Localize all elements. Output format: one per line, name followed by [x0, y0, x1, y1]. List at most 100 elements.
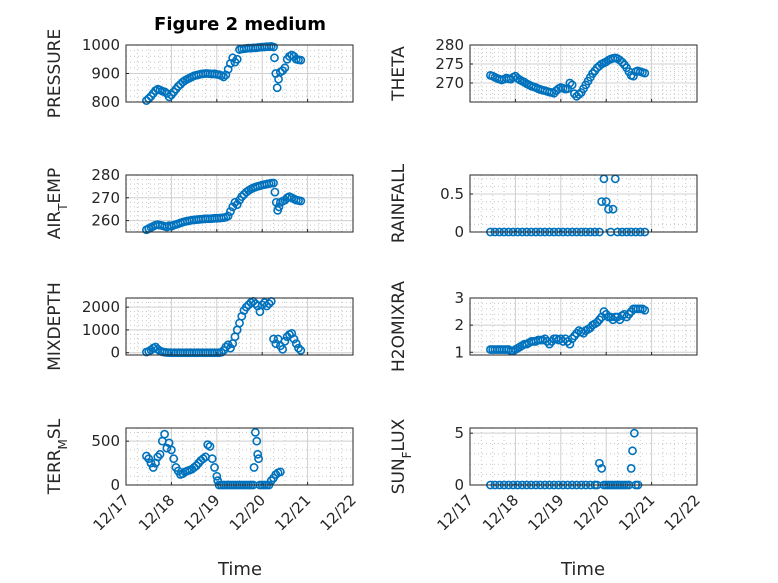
panel-pressure-axes-box	[125, 44, 354, 103]
data-point	[169, 454, 179, 464]
data-point	[221, 342, 231, 352]
y-tick-label: 0	[110, 344, 120, 362]
data-point	[160, 87, 169, 97]
data-point	[565, 339, 575, 349]
x-tick-label: 12/20	[226, 491, 269, 534]
panel-rainfall-axes-box	[469, 174, 698, 233]
data-point	[629, 428, 639, 438]
data-point	[262, 301, 272, 311]
y-tick-label: 0	[454, 476, 464, 494]
data-point	[144, 454, 154, 464]
panel-mixdepth: 0 1000 2000 MIXDEPTH	[45, 282, 354, 371]
data-point	[216, 347, 226, 357]
data-point	[230, 197, 240, 207]
y-tick-label: 1000	[82, 321, 120, 339]
x-axis-label-right: Time	[560, 559, 605, 580]
panel-h2omixra-y-label: H2OMIXRA	[389, 281, 409, 372]
data-point	[269, 42, 278, 52]
data-point	[269, 334, 278, 344]
panel-air-temp: 260 270 280 AIRTEMP	[45, 166, 354, 239]
x-tick-label: 12/19	[524, 491, 567, 534]
data-point	[574, 90, 584, 99]
panel-terr-msl: 0 500 TERRMSL 12/17 12/18 12/19 12/20 12/21 12/2…	[45, 418, 360, 534]
data-point	[601, 197, 611, 206]
data-point	[189, 463, 199, 472]
data-point	[280, 63, 290, 73]
x-tick-label: 12/18	[135, 491, 178, 534]
panel-air-temp-y-label: AIRTEMP	[45, 168, 70, 239]
x-tick-label: 12/17	[434, 491, 477, 534]
x-tick-label: 12/20	[570, 491, 613, 534]
panel-pressure-y-label: PRESSURE	[45, 29, 65, 118]
data-point	[241, 302, 251, 312]
panel-h2omixra: 1 2 3 H2OMIXRA	[389, 281, 698, 372]
data-point	[250, 427, 260, 437]
panel-sun-flux-axes-box	[469, 427, 698, 486]
data-point	[212, 471, 222, 481]
data-point	[626, 464, 636, 473]
y-tick-label: 2000	[82, 298, 120, 316]
data-point	[249, 463, 259, 472]
data-point	[228, 53, 238, 63]
data-point	[604, 204, 613, 214]
data-point	[289, 334, 299, 344]
data-point	[223, 211, 233, 221]
y-tick-label: 800	[91, 93, 120, 111]
panel-rainfall-y-label: RAINFALL	[389, 163, 409, 243]
panel-theta-axes-box	[469, 44, 698, 103]
data-point	[608, 204, 618, 214]
data-point	[280, 336, 290, 346]
y-tick-label: 280	[435, 36, 464, 54]
panel-air-temp-axes-box	[125, 174, 354, 233]
data-point	[296, 346, 306, 355]
data-point	[269, 178, 278, 188]
y-tick-label: 270	[435, 74, 464, 92]
data-point	[166, 445, 176, 455]
data-point	[254, 454, 263, 464]
data-point	[178, 469, 188, 478]
y-tick-label: 500	[91, 432, 120, 450]
y-tick-label: 2	[454, 316, 464, 334]
data-point	[146, 458, 156, 468]
x-tick-label: 12/21	[271, 491, 314, 534]
data-point	[219, 72, 229, 82]
data-point	[198, 454, 208, 464]
y-tick-label: 280	[91, 166, 120, 184]
data-point	[291, 339, 301, 348]
data-point	[228, 202, 238, 212]
data-point	[640, 305, 650, 315]
data-point	[628, 446, 637, 456]
data-point	[253, 449, 263, 459]
data-point	[272, 83, 282, 93]
panel-terr-msl-y-label: TERRMSL	[45, 418, 70, 495]
data-point	[270, 53, 279, 63]
panel-sun-flux: 0 5 SUNFLUX 12/17 12/18 12/19 12/20 12/21 12/22	[389, 418, 704, 534]
y-tick-label: 260	[91, 212, 120, 230]
data-point	[148, 463, 158, 472]
panel-mixdepth-y-label: MIXDEPTH	[45, 282, 65, 371]
x-tick-label: 12/22	[317, 491, 360, 534]
y-tick-label: 900	[91, 65, 120, 83]
data-point	[629, 71, 638, 81]
x-tick-label: 12/17	[90, 491, 133, 534]
x-tick-label: 12/18	[479, 491, 522, 534]
data-point	[160, 429, 169, 439]
y-tick-label: 5	[454, 424, 464, 442]
data-point	[237, 192, 247, 202]
data-point	[615, 55, 625, 65]
data-point	[296, 55, 306, 65]
data-point	[232, 200, 242, 210]
panel-pressure: 800 900 1000 PRESSURE	[45, 29, 354, 118]
data-point	[155, 449, 165, 459]
panel-terr-msl-axes-box	[125, 427, 354, 486]
data-point	[210, 463, 219, 472]
data-point	[294, 343, 303, 353]
x-tick-label: 12/21	[615, 491, 658, 534]
figure-title: Figure 2 medium	[154, 14, 326, 35]
data-point	[271, 470, 281, 479]
x-tick-label: 12/19	[180, 491, 223, 534]
data-point	[278, 344, 288, 354]
